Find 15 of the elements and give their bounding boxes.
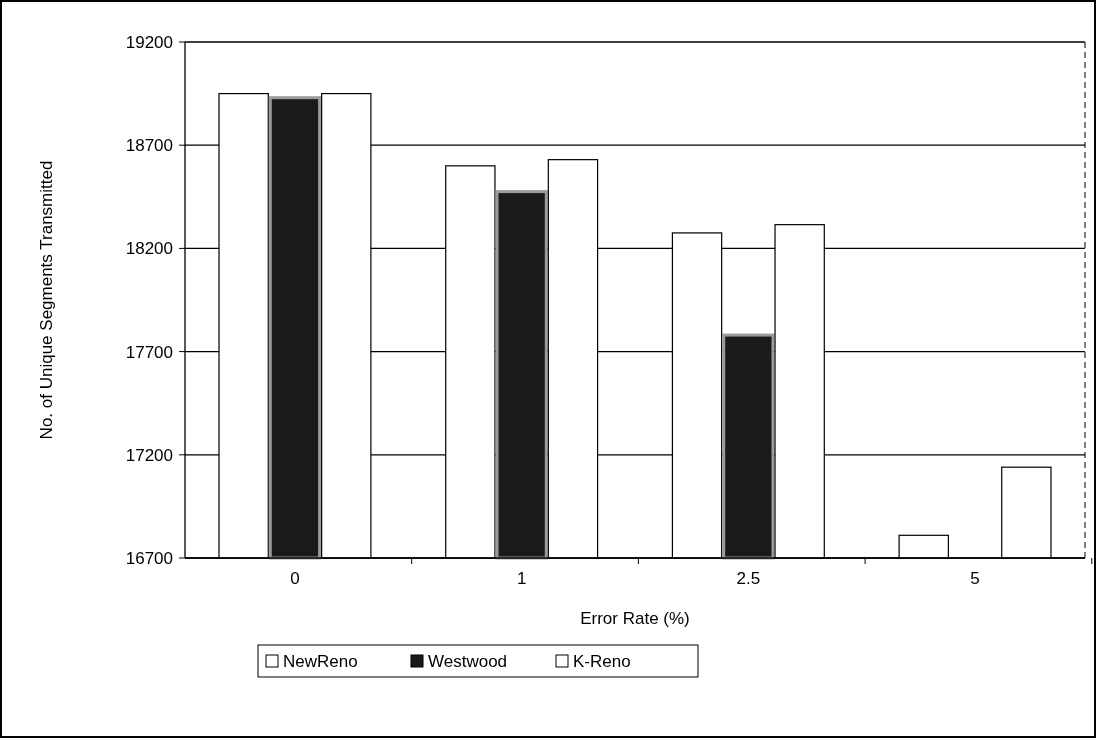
x-tick-label: 2.5 [736,569,761,588]
y-tick-label: 17200 [125,445,173,465]
legend-label: NewReno [283,652,358,671]
x-axis-title: Error Rate (%) [580,609,690,628]
x-tick-label: 5 [970,569,980,588]
legend-label: K-Reno [573,652,631,671]
legend-label: Westwood [428,652,508,671]
y-tick-label: 16700 [125,548,173,568]
y-tick-label: 19200 [125,32,173,52]
x-tick-label: 0 [290,569,300,588]
y-tick-label: 18200 [125,239,173,259]
x-tick-label: 1 [516,569,527,588]
y-axis-title: No. of Unique Segments Transmitted [37,160,56,440]
y-tick-label: 18700 [125,136,173,156]
y-tick-label: 17700 [125,342,173,362]
